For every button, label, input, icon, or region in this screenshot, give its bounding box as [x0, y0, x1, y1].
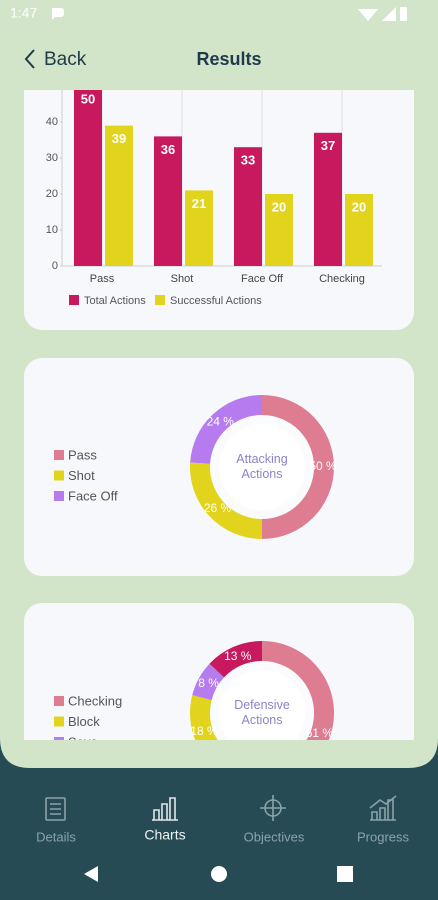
bar-value-label: 39 — [112, 131, 126, 146]
donut-segment — [190, 695, 218, 740]
donut-segment — [190, 462, 262, 539]
donut-hole — [219, 424, 305, 510]
bar — [105, 125, 133, 266]
bar-value-label: 50 — [81, 91, 95, 106]
legend-label: Face Off — [68, 488, 118, 503]
screen-title: Results — [196, 49, 261, 69]
segment-label: 24 % — [207, 415, 235, 429]
donut-center: Attacking Actions — [236, 452, 288, 481]
legend-swatch — [54, 491, 64, 501]
details-icon[interactable] — [45, 797, 66, 821]
nav-icons — [45, 795, 397, 821]
legend-label: Save — [68, 734, 98, 749]
donut-segment — [190, 395, 262, 464]
legend-label: Total Actions — [84, 295, 146, 307]
nav-item[interactable]: Details — [36, 829, 76, 844]
bar — [185, 190, 213, 266]
bar — [314, 132, 342, 266]
donut-segment — [192, 663, 225, 701]
bar-value-label: 21 — [192, 196, 206, 211]
charts-icon[interactable] — [152, 797, 178, 821]
legend-label: Pass — [68, 447, 97, 462]
x-tick-label: Face Off — [241, 273, 284, 285]
details-icon-lines — [50, 803, 61, 815]
back-button[interactable]: Back — [44, 49, 87, 70]
x-tick-label: Shot — [171, 273, 194, 285]
segment-label: 8 % — [198, 676, 219, 690]
segment-label: 26 % — [204, 501, 232, 515]
battery-icon — [400, 7, 407, 21]
legend-swatch — [69, 295, 79, 305]
segment-label: 61 % — [306, 726, 334, 740]
bar — [74, 90, 102, 266]
legend-label: Checking — [68, 693, 122, 708]
x-tick-label: Pass — [90, 273, 115, 285]
donut-title: Defensive Actions — [234, 698, 290, 727]
segment-label: 50 % — [309, 459, 337, 473]
bar-value-label: 20 — [352, 199, 366, 214]
y-tick-label: 20 — [46, 188, 58, 200]
bar — [234, 147, 262, 266]
legend-label: Shot — [68, 468, 95, 483]
donut-title: Attacking Actions — [236, 452, 288, 481]
bar-value-label: 20 — [272, 199, 286, 214]
status-time: 1:47 — [10, 5, 37, 21]
y-tick-label: 0 — [52, 260, 58, 272]
y-tick-label: 40 — [46, 116, 58, 128]
legend-swatch — [54, 450, 64, 460]
nav-item[interactable]: Objectives — [244, 829, 305, 844]
bar — [265, 194, 293, 266]
legend-swatch — [54, 696, 64, 706]
progress-icon[interactable] — [369, 795, 397, 821]
legend-swatch — [54, 716, 64, 727]
objectives-icon-cross — [260, 795, 286, 821]
system-back[interactable] — [84, 866, 98, 882]
x-tick-label: Checking — [319, 273, 365, 285]
donut-segment — [262, 641, 334, 740]
system-recents[interactable] — [337, 866, 353, 882]
bar-value-label: 33 — [241, 153, 255, 168]
donut-segment — [209, 641, 262, 678]
legend-label: Block — [68, 714, 100, 729]
nav-item[interactable]: Charts — [144, 827, 185, 843]
y-tick-label: 10 — [46, 224, 58, 236]
legend-swatch — [155, 295, 165, 305]
donut-segment — [262, 395, 334, 539]
bar-value-label: 37 — [321, 138, 335, 153]
signal-icon — [382, 7, 396, 21]
bar — [154, 136, 182, 266]
system-home[interactable] — [211, 866, 227, 882]
legend-swatch — [54, 470, 64, 481]
scroll-content: 0 10 20 30 40 Pass 50 39 Shot 36 21 Face Off 33 20 Che… — [24, 90, 414, 749]
wifi-icon — [358, 9, 378, 21]
legend-swatch — [54, 737, 64, 740]
bar — [345, 194, 373, 266]
segment-label: 13 % — [224, 649, 252, 663]
bar-value-label: 36 — [161, 142, 175, 157]
status-icon — [52, 8, 64, 20]
y-tick-label: 30 — [46, 152, 58, 164]
donut-center: Defensive Actions — [234, 698, 290, 727]
legend-label: Successful Actions — [170, 295, 262, 307]
segment-label: 18 % — [190, 724, 218, 738]
donut-hole — [219, 670, 305, 740]
back-arrow[interactable] — [24, 49, 35, 69]
nav-item[interactable]: Progress — [357, 829, 410, 844]
